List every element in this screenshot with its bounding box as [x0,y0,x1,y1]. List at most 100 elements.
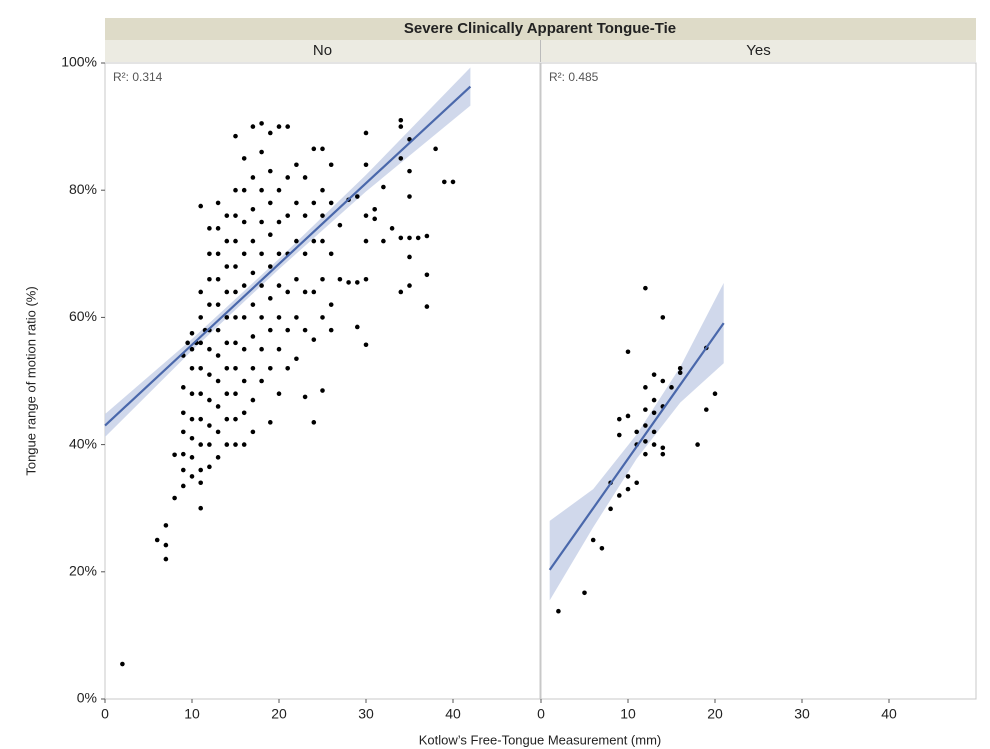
x-tick-label: 10 [184,706,200,722]
point [311,337,317,342]
x-tick-label: 40 [445,706,461,722]
point [294,200,299,206]
point [250,334,256,339]
point [268,200,273,206]
point [625,349,631,355]
point [215,429,221,435]
point [677,370,683,376]
point [163,542,169,548]
point [233,365,238,371]
x-axis-label: Kotlow’s Free-Tongue Measurement (mm) [419,732,662,747]
point [442,179,447,185]
point [556,608,561,614]
point [311,289,317,295]
point [198,203,203,209]
point [198,467,203,473]
point [363,213,369,218]
point [268,296,273,301]
y-tick-label: 100% [61,54,97,70]
point [250,302,256,307]
point [189,455,195,460]
point [241,219,247,225]
point [215,200,221,206]
point [233,315,238,320]
point [224,391,230,397]
point [582,590,587,596]
point [328,327,334,333]
point [424,304,430,309]
x-tick-label: 30 [794,706,810,722]
x-tick-label: 0 [537,706,545,722]
point [276,315,282,320]
point [163,556,169,562]
point [634,429,639,435]
x-tick-label: 10 [620,706,636,722]
point [608,506,613,512]
point [285,365,291,371]
point [398,289,404,295]
point [224,289,230,295]
point [660,451,666,457]
point [625,486,631,492]
point [198,391,203,397]
point [241,251,247,257]
point [276,346,282,352]
point [163,523,169,528]
point [189,365,195,371]
point [189,435,195,441]
point [285,289,291,295]
annotation: R²: 0.314 [113,70,163,84]
point [198,505,203,511]
point [415,235,421,241]
point [407,283,412,288]
point [207,346,212,352]
point [651,410,657,416]
point [185,340,190,346]
point [198,289,203,295]
point [381,184,386,190]
point [294,162,299,168]
point [224,238,230,244]
point [320,146,325,152]
point [328,162,334,168]
point [669,385,674,390]
point [320,315,325,320]
point [695,442,700,447]
point [617,432,622,438]
point [181,483,186,489]
point [363,276,369,282]
point [311,238,317,244]
point [320,276,325,282]
point [233,187,238,193]
point [224,442,230,447]
x-tick-label: 20 [271,706,287,722]
point [207,251,212,257]
point [215,226,221,231]
point [337,276,343,282]
title-band [105,18,976,40]
y-tick-label: 60% [69,308,97,324]
point [363,162,369,168]
point [276,219,282,225]
point [268,264,273,269]
point [224,315,230,320]
point [302,327,308,333]
point [311,420,317,425]
point [643,407,648,412]
point [241,442,247,447]
point [259,187,264,193]
x-tick-label: 30 [358,706,374,722]
point [398,117,404,123]
point [250,429,256,435]
point [241,156,247,161]
x-tick-label: 0 [101,706,109,722]
point [407,194,412,199]
point [189,416,195,422]
point [207,302,212,307]
point [355,280,360,285]
point [215,378,221,384]
point [677,365,683,371]
point [302,394,308,400]
point [450,179,456,185]
point [407,235,412,241]
